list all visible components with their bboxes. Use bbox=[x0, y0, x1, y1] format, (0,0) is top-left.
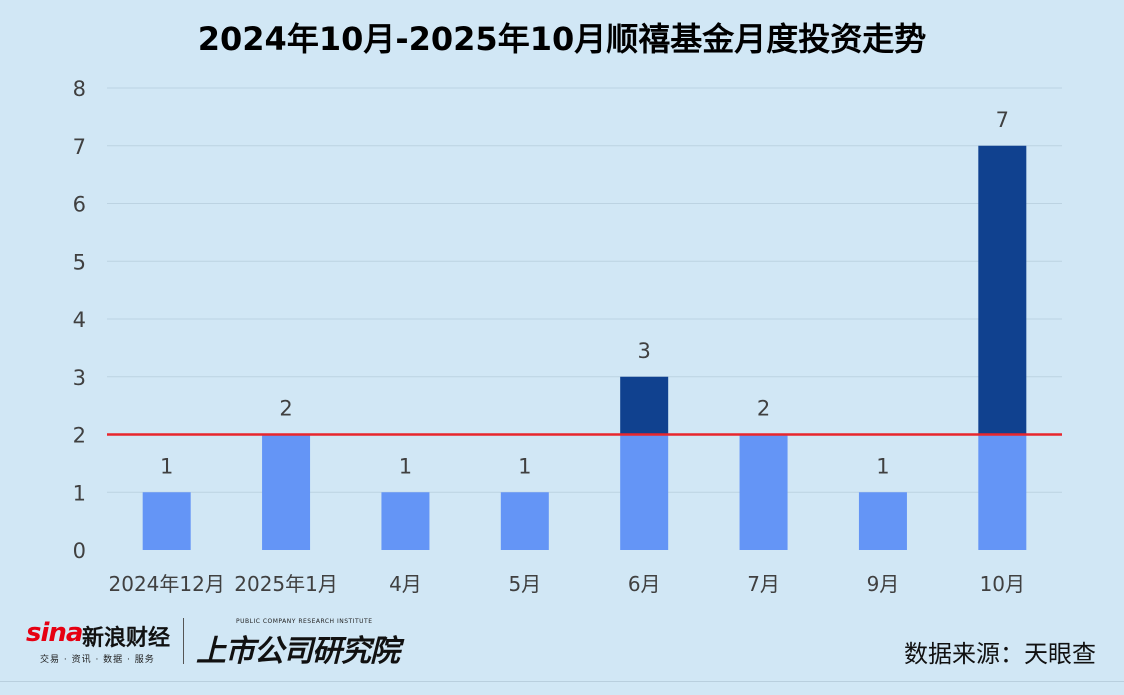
sina-logo-name: 新浪财经 bbox=[82, 626, 171, 651]
grid-lines bbox=[107, 87, 1062, 493]
y-tick-label: 7 bbox=[73, 135, 86, 159]
x-tick-label: 4月 bbox=[389, 572, 422, 596]
x-tick-label: 10月 bbox=[980, 572, 1025, 596]
y-tick-label: 4 bbox=[73, 308, 86, 332]
data-label: 3 bbox=[638, 339, 651, 363]
data-label: 1 bbox=[399, 454, 412, 478]
bar-base-segment bbox=[739, 434, 788, 550]
research-institute-logo[interactable]: PUBLIC COMPANY RESEARCH INSTITUTE 上市公司研究… bbox=[196, 614, 406, 669]
bar-base-segment bbox=[262, 434, 311, 550]
data-labels: 1 2 1 1 3 2 1 7 bbox=[160, 108, 1009, 479]
y-tick-label: 8 bbox=[73, 77, 86, 101]
y-tick-label: 1 bbox=[73, 481, 86, 505]
bar-base-segment bbox=[620, 434, 669, 550]
bar-base-segment bbox=[381, 492, 430, 550]
y-tick-label: 2 bbox=[73, 424, 86, 448]
bar-base-segment bbox=[858, 492, 907, 550]
x-axis-ticks: 2024年12月 2025年1月 4月 5月 6月 7月 9月 10月 bbox=[109, 572, 1026, 596]
footer: sina 新浪财经 交易 · 资讯 · 数据 · 服务 PUBLIC COMPA… bbox=[0, 610, 1124, 695]
data-label: 2 bbox=[757, 397, 770, 421]
x-tick-label: 2024年12月 bbox=[109, 572, 225, 596]
sina-logo-tagline: 交易 · 资讯 · 数据 · 服务 bbox=[40, 655, 155, 665]
sina-logo-mark: sina bbox=[26, 618, 83, 648]
x-tick-label: 9月 bbox=[867, 572, 900, 596]
y-tick-label: 6 bbox=[73, 193, 86, 217]
data-label: 1 bbox=[160, 454, 173, 478]
y-tick-label: 5 bbox=[73, 250, 86, 274]
institute-english-name: PUBLIC COMPANY RESEARCH INSTITUTE bbox=[236, 618, 373, 625]
bar-base-segment bbox=[500, 492, 549, 550]
logo-divider bbox=[183, 618, 184, 664]
data-label: 1 bbox=[518, 454, 531, 478]
x-tick-label: 7月 bbox=[747, 572, 780, 596]
data-source: 数据来源：天眼查 bbox=[904, 640, 1096, 668]
bar-above-reference-segment bbox=[620, 376, 669, 435]
y-axis-ticks: 0 1 2 3 4 5 6 7 8 bbox=[73, 77, 86, 563]
bars bbox=[142, 145, 1027, 550]
institute-chinese-name: 上市公司研究院 bbox=[196, 634, 400, 669]
x-tick-label: 6月 bbox=[628, 572, 661, 596]
sina-finance-logo[interactable]: sina 新浪财经 交易 · 资讯 · 数据 · 服务 bbox=[26, 618, 176, 666]
bar-base-segment bbox=[142, 492, 191, 550]
bar-above-reference-segment bbox=[978, 145, 1027, 435]
x-tick-label: 5月 bbox=[508, 572, 541, 596]
chart-title: 2024年10月-2025年10月顺禧基金月度投资走势 bbox=[197, 20, 927, 58]
data-label: 1 bbox=[876, 454, 889, 478]
y-tick-label: 0 bbox=[73, 539, 86, 563]
data-label: 7 bbox=[996, 108, 1009, 132]
y-tick-label: 3 bbox=[73, 366, 86, 390]
x-tick-label: 2025年1月 bbox=[234, 572, 338, 596]
bar-base-segment bbox=[978, 434, 1027, 550]
bar-chart: 0 1 2 3 4 5 6 7 8 1 2 1 1 3 2 1 7 2024年12月 2025年1月 4月 5月 6月… bbox=[73, 77, 1062, 596]
data-label: 2 bbox=[279, 397, 292, 421]
footer-divider bbox=[0, 681, 1124, 682]
